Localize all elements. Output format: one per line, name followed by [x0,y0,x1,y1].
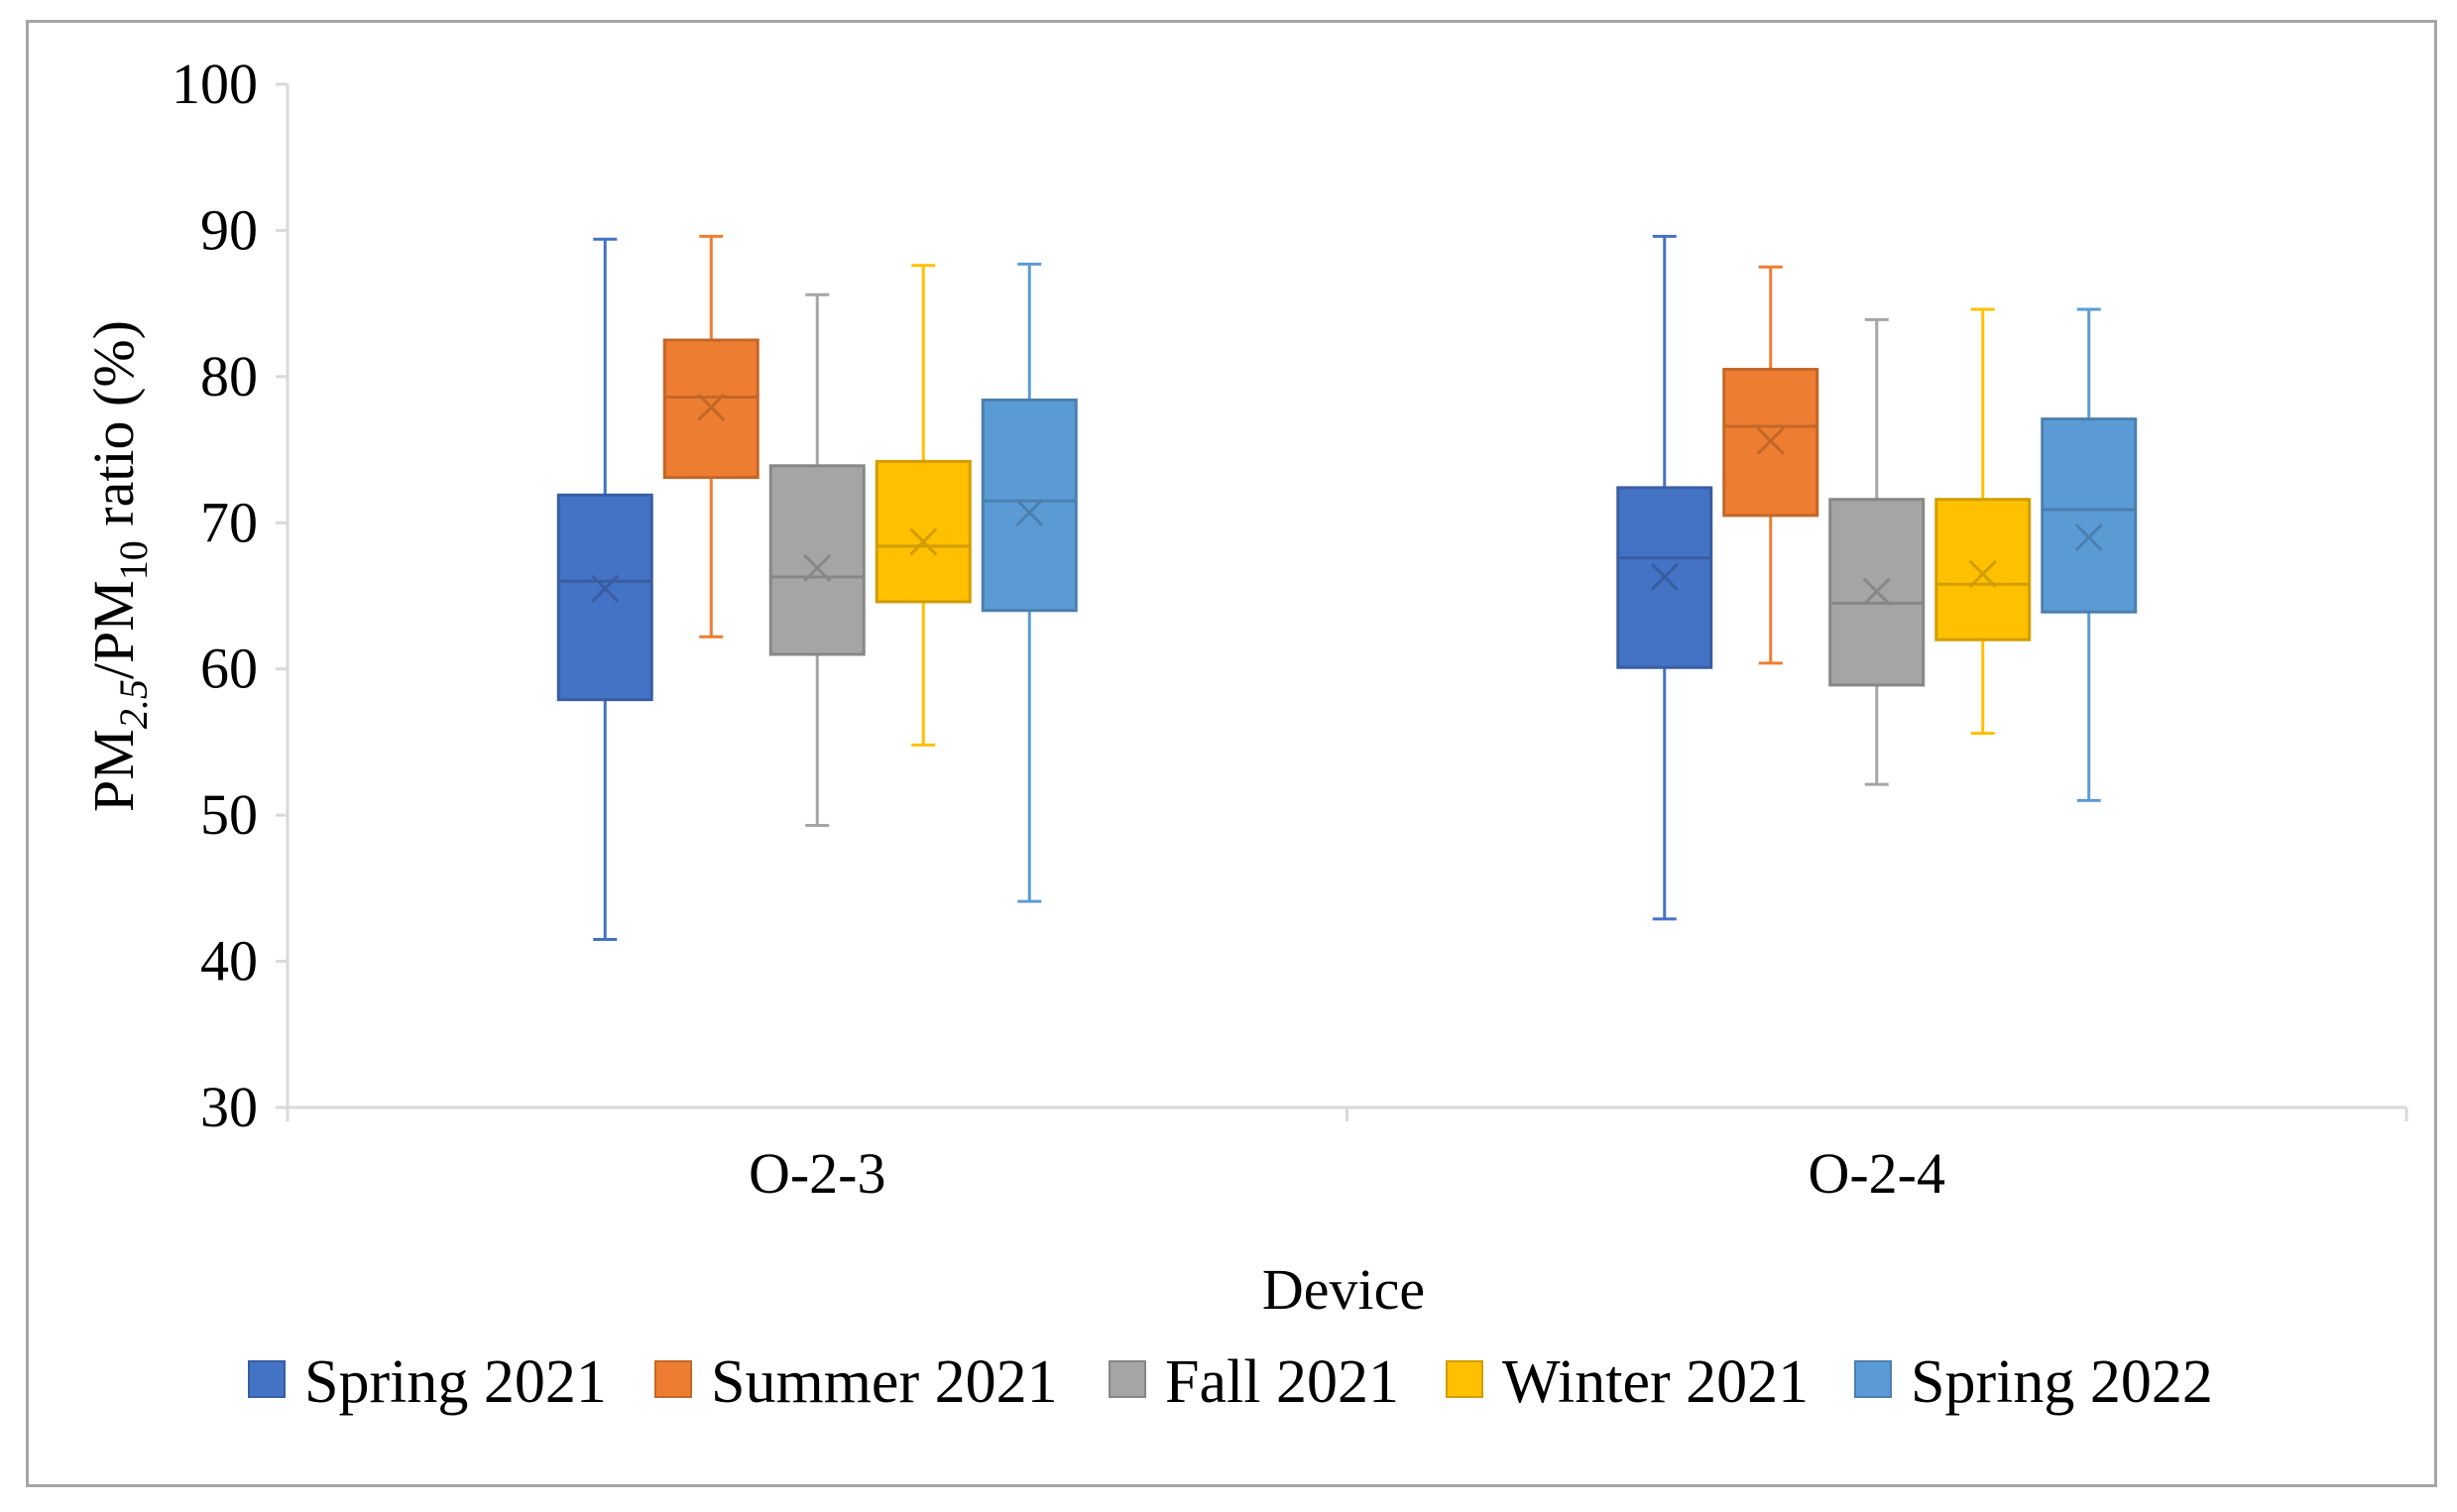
y-tick-label: 40 [200,929,258,993]
mean-marker [1862,577,1891,606]
mean-marker [1968,559,1997,588]
legend-label: Fall 2021 [1165,1348,1399,1416]
y-tick-label: 50 [200,782,258,847]
box-spring-2021-o-2-3 [556,237,653,941]
mean-marker [1015,498,1044,527]
box-plot-chart: 30 40 50 60 70 80 90 100 O-2-3 O-2-4 Device PM2.5… [81,52,2408,1416]
legend-swatch [1446,1360,1483,1398]
x-tick-label: O-2-4 [1808,1141,1945,1206]
y-tick-label: 80 [200,344,258,408]
box-winter-2021-o-2-3 [875,264,972,747]
legend-item-spring-2022: Spring 2022 [1854,1348,2213,1416]
mean-marker [1650,562,1679,591]
legend: Spring 2021 Summer 2021 Fall 2021 Winter 20… [248,1348,2213,1416]
box-plot-series [556,234,2138,941]
y-tick-label: 70 [200,490,258,554]
iqr-box [2041,417,2138,614]
mean-marker [909,527,938,556]
iqr-box [556,493,653,702]
legend-swatch [1854,1360,1892,1398]
y-axis-title-prefix: PM [81,729,146,812]
legend-swatch [248,1360,286,1398]
chart-frame: 30 40 50 60 70 80 90 100 O-2-3 O-2-4 Device PM2.5… [26,20,2437,1487]
box-summer-2021-o-2-4 [1722,265,1819,665]
y-tick-label: 60 [200,637,258,701]
box-summer-2021-o-2-3 [662,234,760,639]
y-axis-title-sub1: 2.5 [111,679,156,729]
y-axis-title-middle: /PM [81,580,146,679]
mean-marker [591,574,620,603]
legend-swatch [654,1360,692,1398]
iqr-box [1616,486,1713,669]
x-tick-label: O-2-3 [749,1141,886,1206]
box-spring-2022-o-2-4 [2041,307,2138,802]
legend-item-summer-2021: Summer 2021 [654,1348,1058,1416]
mean-marker [2074,523,2103,552]
iqr-box [981,398,1078,613]
mean-marker [697,393,726,421]
axes: 30 40 50 60 70 80 90 100 O-2-3 O-2-4 [172,52,2408,1206]
y-axis-title: PM2.5/PM10 ratio (%) [81,320,156,812]
box-fall-2021-o-2-4 [1828,317,1926,786]
iqr-box [875,459,972,604]
legend-item-winter-2021: Winter 2021 [1446,1348,1809,1416]
box-fall-2021-o-2-3 [768,292,866,827]
legend-label: Spring 2021 [304,1348,607,1416]
legend-item-fall-2021: Fall 2021 [1109,1348,1399,1416]
legend-label: Spring 2022 [1911,1348,2213,1416]
y-axis-title-suffix: ratio (%) [81,320,146,540]
legend-label: Summer 2021 [711,1348,1058,1416]
y-axis-title-sub2: 10 [111,540,156,580]
iqr-box [768,464,866,656]
mean-marker [1756,426,1785,455]
box-winter-2021-o-2-4 [1934,307,2032,736]
box-spring-2021-o-2-4 [1616,234,1713,921]
legend-item-spring-2021: Spring 2021 [248,1348,607,1416]
iqr-box [1934,498,2032,641]
y-tick-label: 100 [172,52,258,116]
legend-label: Winter 2021 [1502,1348,1809,1416]
box-spring-2022-o-2-3 [981,262,1078,903]
y-tick-label: 30 [200,1075,258,1139]
y-tick-label: 90 [200,197,258,262]
legend-swatch [1109,1360,1146,1398]
x-axis-title: Device [1262,1257,1425,1322]
mean-marker [803,553,832,583]
